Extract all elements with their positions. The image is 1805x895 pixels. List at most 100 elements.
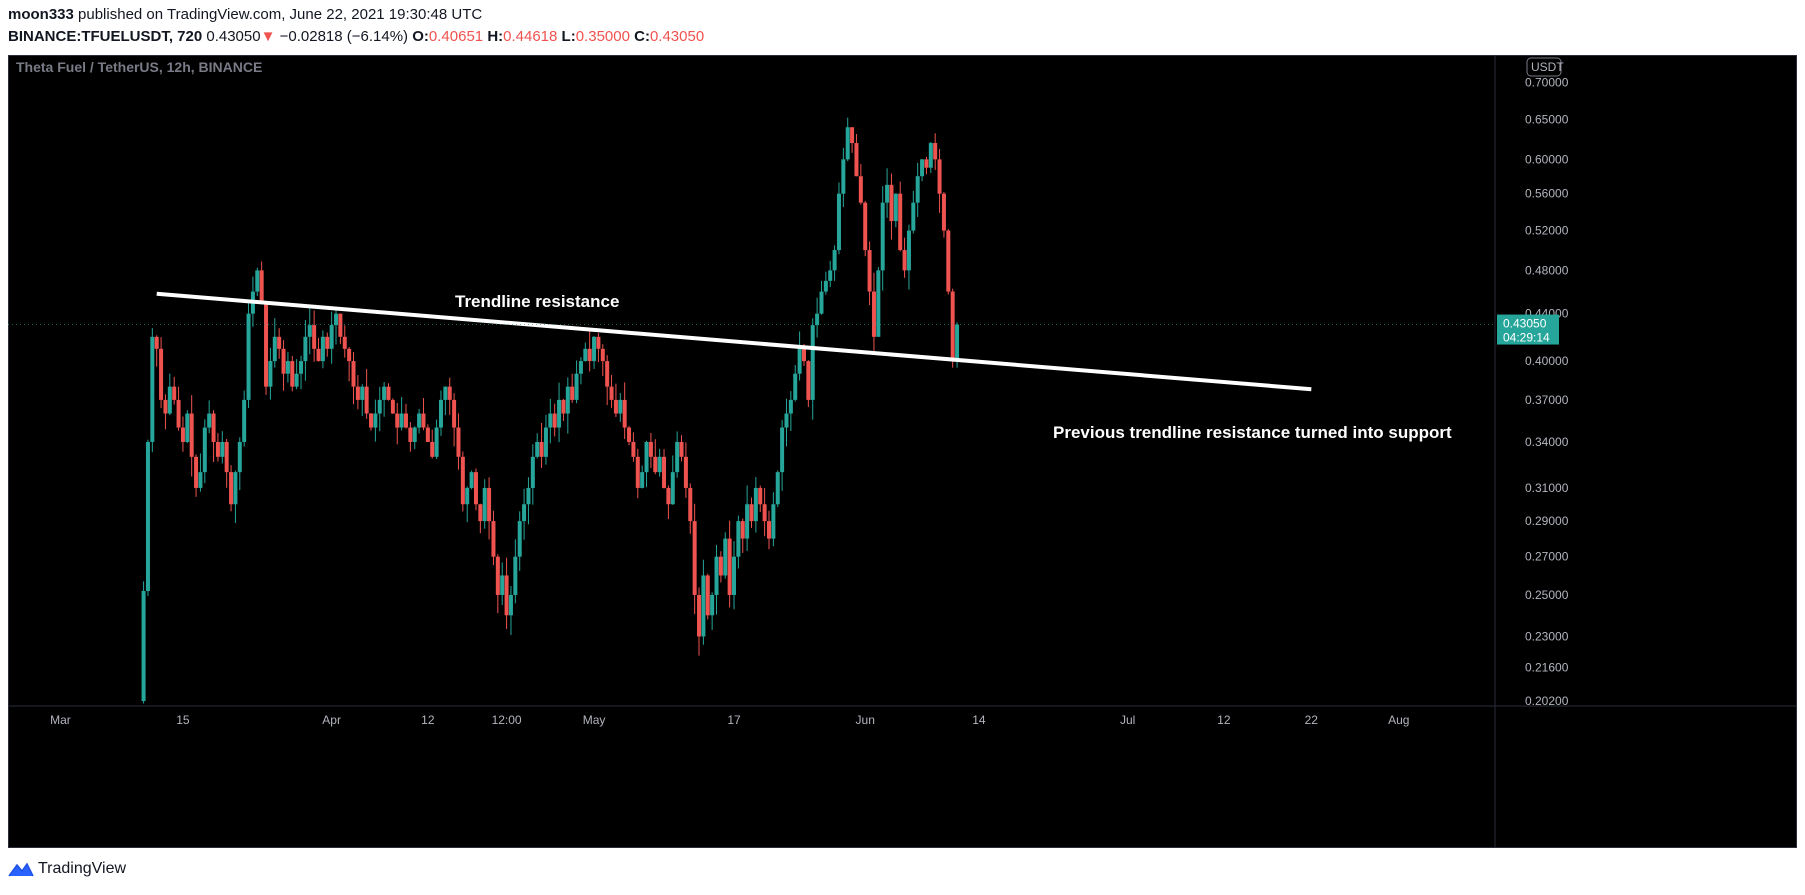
candle-body [714, 556, 719, 595]
candle-body [543, 427, 548, 457]
x-tick-label: Mar [50, 713, 71, 727]
chart-panel[interactable] [8, 55, 1797, 848]
candle-body [915, 176, 920, 203]
countdown-label: 04:29:14 [1503, 331, 1550, 345]
tradingview-logo-icon[interactable] [8, 860, 34, 878]
candle-body [513, 556, 518, 595]
candle-body [662, 456, 667, 488]
candle-body [675, 441, 680, 473]
candle-body [482, 487, 487, 522]
candle-body [438, 399, 443, 428]
trendline-resistance [156, 291, 1312, 392]
candle-body [500, 575, 505, 595]
candle-body [373, 413, 378, 428]
candle-body [797, 348, 802, 374]
candle-body [937, 159, 942, 194]
candle-body [443, 386, 448, 400]
candle-body [338, 313, 343, 337]
candle-body [281, 348, 286, 374]
candle-body [522, 504, 527, 522]
x-tick-label: Apr [322, 713, 341, 727]
candle-body [718, 556, 723, 576]
candle-body [198, 472, 203, 488]
candle-body [229, 472, 234, 505]
x-tick-label: Jul [1120, 713, 1135, 727]
candle-body [823, 280, 828, 292]
candle-body [810, 325, 815, 400]
candle-body [828, 270, 833, 281]
candle-body [806, 361, 811, 400]
candle-body [845, 127, 850, 160]
candle-body [145, 441, 150, 592]
candle-body [303, 336, 308, 362]
y-tick-label: 0.40000 [1525, 354, 1569, 368]
candle-body [141, 591, 146, 702]
candle-body [478, 504, 483, 522]
y-tick-label: 0.31000 [1525, 481, 1569, 495]
candle-body [277, 336, 282, 349]
x-tick-label: May [583, 713, 606, 727]
candle-body [613, 399, 618, 414]
candle-body [775, 472, 780, 505]
candle-body [233, 472, 238, 505]
candle-body [627, 427, 632, 442]
candle-body [911, 202, 916, 231]
candle-body [268, 361, 273, 387]
candle-body [552, 413, 557, 428]
publication-line: moon333 published on TradingView.com, Ju… [8, 6, 482, 23]
candle-body [850, 127, 855, 144]
candle-body [832, 250, 837, 271]
candle-body [889, 184, 894, 222]
candle-body [548, 413, 553, 428]
candle-body [259, 270, 264, 303]
candle-body [539, 441, 544, 457]
candle-body [264, 302, 269, 387]
candle-body [255, 270, 260, 292]
candle-body [194, 456, 199, 488]
y-tick-label: 0.23000 [1525, 629, 1569, 643]
candle-body [176, 399, 181, 428]
y-tick-label: 0.48000 [1525, 263, 1569, 277]
candle-body [819, 291, 824, 314]
tradingview-brand[interactable]: TradingView [38, 860, 127, 877]
candle-body [487, 487, 492, 522]
candle-body [618, 399, 623, 414]
y-tick-label: 0.29000 [1525, 514, 1569, 528]
last-price-label: 0.43050 [1503, 317, 1547, 331]
candle-body [635, 456, 640, 488]
x-tick-label: 22 [1305, 713, 1319, 727]
candle-body [600, 348, 605, 362]
x-tick-label: 17 [727, 713, 741, 727]
candle-body [421, 413, 426, 428]
candle-body [294, 373, 299, 387]
candle-body [399, 413, 404, 428]
candle-body [941, 193, 946, 231]
candlestick-chart[interactable]: Theta Fuel / TetherUS, 12h, BINANCE 0.700… [8, 55, 1797, 848]
candle-body [237, 441, 242, 473]
open-label: O: [412, 28, 429, 45]
candle-body [154, 336, 159, 349]
candle-body [242, 399, 247, 442]
candle-body [771, 504, 776, 539]
candle-body [320, 336, 325, 362]
candle-body [876, 270, 881, 337]
candle-body [207, 413, 212, 428]
candle-body [430, 441, 435, 457]
x-tick-label: 12 [1217, 713, 1231, 727]
candle-body [732, 556, 737, 595]
candle-body [710, 594, 715, 616]
candle-body [815, 313, 820, 326]
candle-body [858, 176, 863, 203]
candle-body [167, 386, 172, 414]
candle-body [150, 336, 155, 442]
candle-body [885, 184, 890, 203]
author-name[interactable]: moon333 [8, 6, 74, 23]
candle-body [609, 386, 614, 400]
candle-body [508, 594, 513, 616]
x-tick-label: 15 [176, 713, 190, 727]
candle-body [316, 348, 321, 362]
candle-body [377, 399, 382, 414]
price-change: −0.02818 (−6.14%) [279, 28, 409, 45]
candle-body [749, 504, 754, 522]
y-tick-label: 0.37000 [1525, 393, 1569, 407]
